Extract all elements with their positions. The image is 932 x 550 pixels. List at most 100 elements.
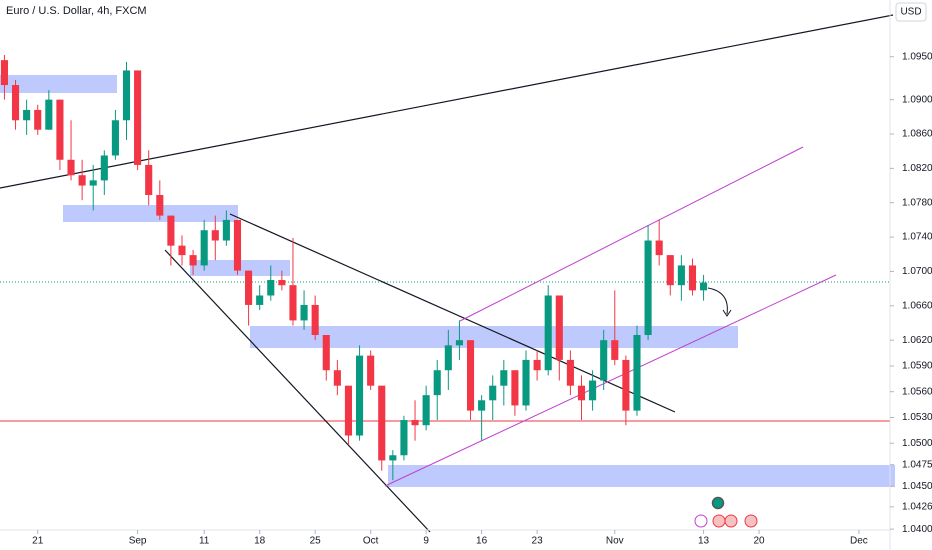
candle-body xyxy=(478,400,486,411)
x-tick-label: Oct xyxy=(363,536,379,547)
candle-body xyxy=(677,265,685,286)
candle-body xyxy=(633,335,641,411)
candle-body xyxy=(333,370,341,386)
candle-body xyxy=(45,99,53,130)
event-icon[interactable] xyxy=(694,514,708,528)
candle-body xyxy=(178,245,186,256)
candle-body xyxy=(356,355,364,436)
candle-body xyxy=(11,85,20,121)
candle-body xyxy=(577,385,586,401)
candle-body xyxy=(566,359,574,386)
candle-body xyxy=(367,355,375,386)
currency[interactable]: USD xyxy=(900,7,921,18)
candles xyxy=(0,54,708,481)
candle-body xyxy=(78,175,86,186)
y-tick-label: 1.06600 xyxy=(902,300,932,311)
x-tick-label: 16 xyxy=(476,536,488,547)
y-tick-label: 1.08200 xyxy=(902,163,932,174)
candle-body xyxy=(100,155,108,181)
candle-body xyxy=(433,370,441,396)
candle-body xyxy=(533,359,541,371)
currency-box[interactable] xyxy=(895,2,927,22)
candle-body xyxy=(611,340,619,360)
y-tick-label: 1.04750 xyxy=(902,459,932,470)
candle-body xyxy=(688,265,697,291)
candle-body xyxy=(511,370,519,406)
candle-body xyxy=(522,359,530,406)
candle-body xyxy=(56,99,64,160)
event-icon[interactable] xyxy=(744,514,758,528)
candle-body xyxy=(278,280,286,286)
x-tick-label: 21 xyxy=(32,536,44,547)
candle-body xyxy=(34,109,42,130)
trend-line xyxy=(164,249,431,533)
y-tick-label: 1.07400 xyxy=(902,232,932,243)
x-tick-label: 13 xyxy=(698,536,710,547)
candle-body xyxy=(466,340,475,411)
y-tick-label: 1.07000 xyxy=(902,266,932,277)
y-tick-label: 1.09500 xyxy=(902,51,932,62)
candle-body xyxy=(23,109,31,121)
candle-body xyxy=(655,240,663,256)
candle-body xyxy=(389,455,397,461)
zone xyxy=(0,75,117,93)
candle-body xyxy=(189,255,197,266)
x-tick-label: 25 xyxy=(310,536,322,547)
candle-body xyxy=(422,395,430,426)
y-tick-label: 1.08600 xyxy=(902,129,932,140)
y-tick-label: 1.04500 xyxy=(902,481,932,492)
x-tick-label: 18 xyxy=(254,536,266,547)
candle-body xyxy=(89,180,97,186)
candle-body xyxy=(134,70,142,165)
x-tick-label: 9 xyxy=(423,536,429,547)
candle-body xyxy=(222,219,230,241)
x-tick-label: 20 xyxy=(753,536,765,547)
candle-body xyxy=(622,359,630,411)
candle-body xyxy=(322,335,330,371)
y-tick-label: 1.05300 xyxy=(902,412,932,423)
candle-body xyxy=(400,420,408,456)
candle-body xyxy=(600,340,608,381)
y-tick-label: 1.05600 xyxy=(902,386,932,397)
candle-body xyxy=(145,164,153,195)
candle-body xyxy=(544,295,552,371)
event-icon[interactable] xyxy=(724,514,738,528)
zone xyxy=(388,465,895,487)
candle-body xyxy=(666,255,674,286)
arrow-head xyxy=(722,309,732,317)
candle-body xyxy=(500,370,508,386)
candle-body xyxy=(700,282,708,291)
candle-body xyxy=(300,304,308,321)
candle-body xyxy=(156,194,164,216)
arrow xyxy=(707,287,728,315)
y-tick-label: 1.05900 xyxy=(902,361,932,372)
event-icons xyxy=(694,496,758,528)
y-tick-label: 1.05000 xyxy=(902,438,932,449)
event-icon[interactable] xyxy=(711,496,725,510)
candle-body xyxy=(311,304,319,336)
candle-body xyxy=(455,340,463,346)
candle-body xyxy=(211,230,219,241)
candle-body xyxy=(256,295,264,305)
y-tick-label: 1.06200 xyxy=(902,335,932,346)
candle-body xyxy=(245,270,253,305)
candle-body xyxy=(555,295,563,360)
candle-body xyxy=(233,219,242,271)
y-tick-label: 1.09000 xyxy=(902,94,932,105)
channel-line xyxy=(384,274,837,487)
candle-body xyxy=(267,280,275,296)
candle-body xyxy=(67,159,75,176)
event-icon[interactable] xyxy=(712,514,726,528)
y-tick-label: 1.07800 xyxy=(902,197,932,208)
candle-body xyxy=(122,70,131,121)
x-tick-label: Sep xyxy=(129,536,147,547)
candle-body xyxy=(444,345,452,371)
candle-body xyxy=(411,420,419,426)
drawings xyxy=(0,14,895,533)
candle-body xyxy=(644,240,652,336)
candle-body xyxy=(167,215,175,246)
candle-body xyxy=(0,60,8,86)
x-tick-label: 23 xyxy=(532,536,544,547)
